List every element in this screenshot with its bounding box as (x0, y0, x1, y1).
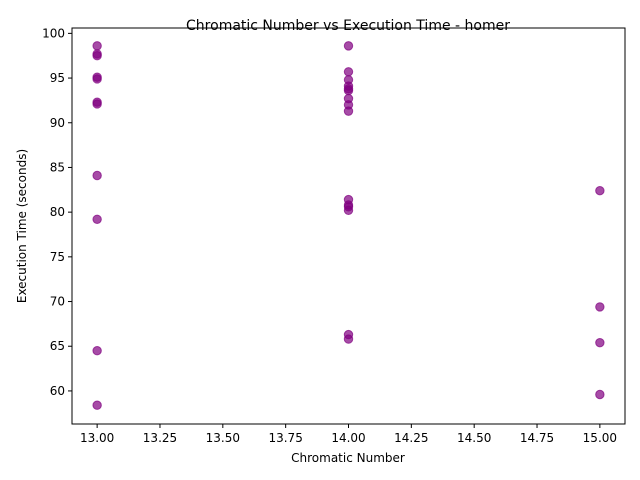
x-tick-label: 15.00 (583, 431, 617, 445)
plot-area (92, 41, 605, 410)
data-point (343, 41, 354, 51)
x-tick-label: 13.50 (206, 431, 240, 445)
y-axis-label: Execution Time (seconds) (15, 149, 29, 303)
x-tick-label: 13.75 (268, 431, 302, 445)
y-tick-label: 100 (42, 26, 65, 40)
y-tick-label: 80 (50, 205, 65, 219)
data-point (343, 106, 354, 116)
y-tick-label: 60 (50, 384, 65, 398)
data-point (343, 334, 354, 344)
data-point (92, 214, 102, 224)
data-point (595, 185, 605, 196)
y-tick-label: 70 (50, 295, 65, 309)
y-tick-label: 75 (50, 250, 65, 264)
x-tick-label: 13.25 (143, 431, 177, 445)
x-tick-label: 14.75 (520, 431, 554, 445)
data-point (92, 170, 102, 181)
x-tick-label: 13.00 (80, 431, 114, 445)
data-point (92, 345, 102, 356)
x-tick-label: 14.25 (394, 431, 428, 445)
data-point (343, 85, 354, 96)
y-tick-label: 65 (50, 339, 65, 353)
y-axis: 60 65 70 75 80 85 90 95 100 (42, 26, 72, 398)
data-point (343, 67, 354, 77)
y-tick-label: 85 (50, 160, 65, 174)
data-point (92, 51, 102, 61)
x-axis-label: Chromatic Number (291, 451, 405, 465)
x-tick-label: 14.50 (457, 431, 491, 445)
data-point (92, 400, 102, 410)
chart-title: Chromatic Number vs Execution Time - hom… (186, 18, 510, 34)
data-point (595, 302, 605, 312)
data-point (595, 389, 605, 400)
data-point (595, 337, 605, 348)
y-tick-label: 90 (50, 116, 65, 130)
data-point (92, 99, 102, 109)
data-point (92, 41, 102, 51)
x-axis: 13.00 13.25 13.50 13.75 14.00 14.25 14.50 14.75… (80, 424, 617, 445)
data-point (343, 205, 354, 216)
data-point (92, 74, 102, 84)
y-tick-label: 95 (50, 71, 65, 85)
x-tick-label: 14.00 (331, 431, 365, 445)
